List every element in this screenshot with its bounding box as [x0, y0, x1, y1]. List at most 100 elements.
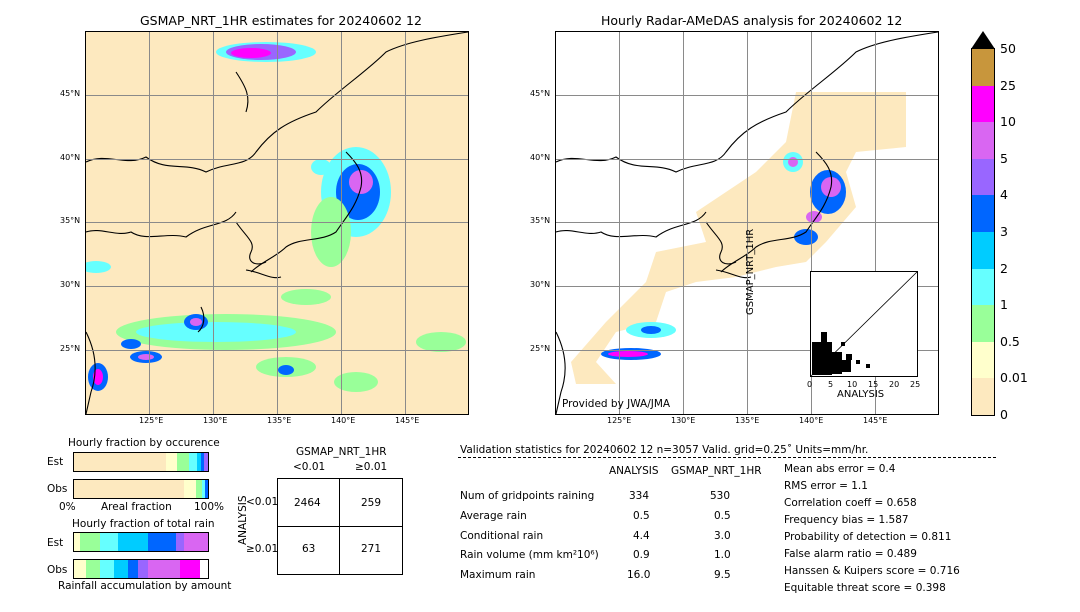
scatter-svg	[810, 271, 918, 377]
right-map-title: Hourly Radar-AMeDAS analysis for 2024060…	[601, 13, 903, 28]
colorbar-label: 3	[1000, 224, 1008, 239]
colorbar-label: 2	[1000, 260, 1008, 276]
frac-occ-title: Hourly fraction by occurence	[68, 437, 220, 449]
frac-tot-obs-label: Obs	[47, 564, 68, 576]
colorbar-segment	[972, 49, 994, 87]
colorbar-label: 5	[1000, 150, 1008, 166]
stat-row-2: Conditional rain	[460, 530, 544, 542]
stat-row-3-analysis: 0.9	[633, 549, 650, 561]
contingency-row-label-0: <0.01	[246, 496, 279, 508]
stat-row-4: Maximum rain	[460, 569, 536, 581]
score-3: Frequency bias = 1.587	[784, 514, 909, 526]
colorbar-segments	[972, 49, 994, 416]
scatter-xtick-20: 20	[889, 380, 900, 389]
right-rain-blobs	[601, 152, 846, 360]
frac-tot-title: Hourly fraction of total rain	[72, 518, 215, 530]
right-lon-135: 135°E	[735, 416, 760, 425]
validation-header: Validation statistics for 20240602 12 n=…	[460, 444, 869, 456]
frac-occ-obs-label: Obs	[47, 483, 68, 495]
stat-row-4-analysis: 16.0	[627, 569, 651, 581]
right-coverage	[571, 92, 906, 384]
contingency-col-title: GSMAP_NRT_1HR	[296, 446, 387, 458]
colorbar-segment	[972, 378, 994, 416]
frac-occ-axis-mid: Areal fraction	[101, 501, 172, 513]
stat-row-0-gsmap: 530	[710, 490, 731, 502]
colorbar-segment	[972, 268, 994, 306]
colorbar-label: 0.01	[1000, 370, 1028, 386]
frac-tot-obs-bar	[73, 559, 209, 579]
right-coastlines	[556, 32, 938, 414]
scatter-xtick-15: 15	[868, 380, 879, 389]
score-2: Correlation coeff = 0.658	[784, 497, 917, 509]
frac-occ-axis-left: 0%	[59, 501, 76, 513]
colorbar-label: 0	[1000, 407, 1008, 422]
scatter-xlabel: ANALYSIS	[837, 389, 885, 400]
colorbar	[971, 48, 995, 416]
contingency-row-label-1: ≥0.01	[246, 543, 279, 555]
stat-row-4-gsmap: 9.5	[714, 569, 731, 581]
colorbar-label: 50	[1000, 41, 1016, 56]
right-lon-125: 125°E	[607, 416, 632, 425]
scatter-ylabel: GSMAP_NRT_1HR	[745, 228, 756, 315]
scatter-xtick-5: 5	[828, 380, 834, 389]
stat-row-1-analysis: 0.5	[633, 510, 650, 522]
right-map-svg	[556, 32, 938, 414]
contingency-grid: 2464 259 63 271	[277, 478, 403, 575]
left-lat-30: 30°N	[60, 280, 81, 289]
scatter-credit: Provided by JWA/JMA	[562, 398, 671, 410]
contingency-cell-10: 63	[302, 543, 316, 555]
contingency-cell-01: 259	[361, 497, 382, 509]
right-lat-25: 25°N	[530, 344, 551, 353]
left-map	[85, 31, 469, 415]
right-lat-30: 30°N	[530, 280, 551, 289]
left-coastlines	[86, 32, 468, 414]
left-lon-145: 145°E	[395, 416, 420, 425]
contingency-col-label-0: <0.01	[293, 461, 326, 473]
score-4: Probability of detection = 0.811	[784, 531, 952, 543]
colorbar-label: 4	[1000, 187, 1008, 203]
left-lat-35: 35°N	[60, 216, 81, 225]
frac-tot-est-bar	[73, 532, 209, 552]
frac-occ-obs-bar	[73, 479, 209, 499]
validation-col-gsmap: GSMAP_NRT_1HR	[671, 465, 762, 477]
right-lon-130: 130°E	[671, 416, 696, 425]
colorbar-label: 1	[1000, 297, 1008, 313]
colorbar-segment	[972, 85, 994, 123]
colorbar-segment	[972, 341, 994, 379]
validation-divider	[458, 457, 996, 458]
left-map-title: GSMAP_NRT_1HR estimates for 20240602 12	[140, 13, 422, 28]
colorbar-segment	[972, 195, 994, 233]
stat-row-3-gsmap: 1.0	[714, 549, 731, 561]
frac-occ-axis-right: 100%	[194, 501, 225, 513]
left-lon-130: 130°E	[203, 416, 228, 425]
colorbar-segment	[972, 122, 994, 160]
stat-row-1: Average rain	[460, 510, 527, 522]
left-lon-140: 140°E	[331, 416, 356, 425]
score-0: Mean abs error = 0.4	[784, 463, 896, 475]
scatter-xtick-25: 25	[910, 380, 921, 389]
colorbar-label: 25	[1000, 77, 1016, 93]
stat-row-0-analysis: 334	[629, 490, 650, 502]
right-map: Provided by JWA/JMA	[555, 31, 939, 415]
frac-occ-est-bar	[73, 452, 209, 472]
score-5: False alarm ratio = 0.489	[784, 548, 917, 560]
colorbar-segment	[972, 158, 994, 196]
right-lon-140: 140°E	[799, 416, 824, 425]
right-lon-145: 145°E	[863, 416, 888, 425]
contingency-col-label-1: ≥0.01	[355, 461, 388, 473]
stat-row-2-analysis: 4.4	[633, 530, 650, 542]
left-lat-25: 25°N	[60, 344, 81, 353]
score-1: RMS error = 1.1	[784, 480, 868, 492]
validation-col-analysis: ANALYSIS	[609, 465, 659, 477]
colorbar-segment	[972, 232, 994, 270]
scatter-plot	[810, 271, 918, 377]
contingency-cell-00: 2464	[294, 497, 321, 509]
colorbar-label: 0.5	[1000, 333, 1020, 349]
score-7: Equitable threat score = 0.398	[784, 582, 946, 594]
scatter-points	[812, 332, 870, 375]
colorbar-labels: 50 25 10 5 4 3 2 1 0.5 0.01 0	[1000, 0, 1060, 612]
frac-tot-footer: Rainfall accumulation by amount	[58, 580, 232, 592]
scatter-xtick-10: 10	[847, 380, 858, 389]
right-lat-45: 45°N	[530, 89, 551, 98]
colorbar-segment	[972, 305, 994, 343]
